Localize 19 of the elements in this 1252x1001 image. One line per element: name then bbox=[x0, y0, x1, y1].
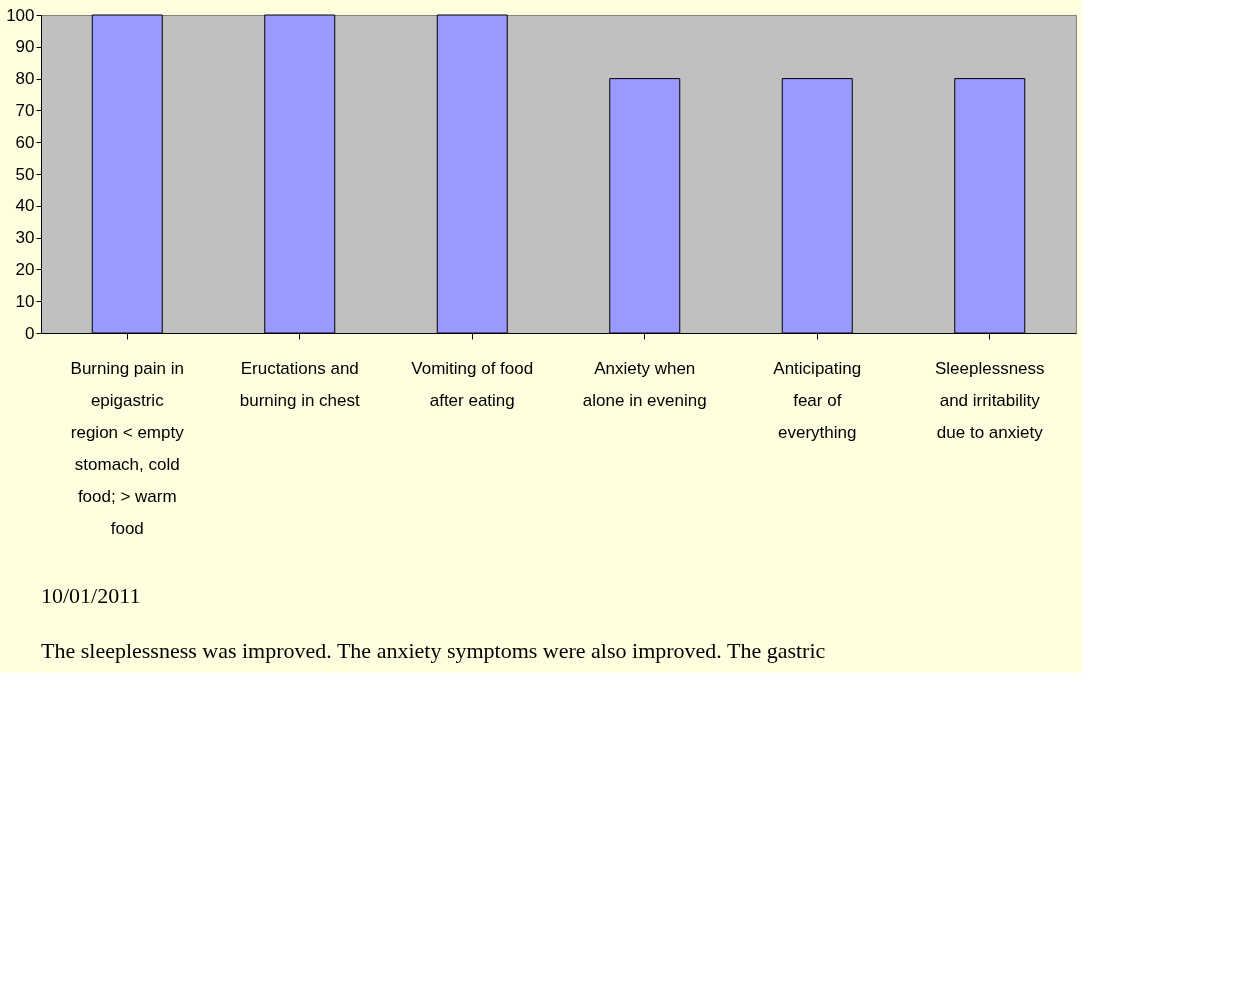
y-tick-label: 100 bbox=[6, 5, 35, 25]
text: The sleeplessness was improved. The anxiety symptoms were also improved. The gastric bbox=[41, 637, 826, 663]
x-tick-label: Burning pain in epigastric region < empty stomach, cold food; > warm food bbox=[70, 359, 185, 538]
x-tick-label: Vomiting of food after eating bbox=[411, 359, 534, 410]
x-tick-label: Anxiety when alone in evening bbox=[582, 359, 707, 410]
y-tick-label: 70 bbox=[15, 100, 35, 120]
y-tick-label: 40 bbox=[15, 196, 35, 216]
x-tick-label: Anticipating fear of everything bbox=[773, 359, 862, 442]
y-tick-label: 80 bbox=[15, 69, 35, 89]
y-tick-label: 50 bbox=[15, 164, 35, 184]
x-tick-label: Eructations and burning in chest bbox=[239, 359, 361, 410]
y-tick-label: 60 bbox=[15, 132, 35, 152]
y-tick-label: 0 bbox=[25, 323, 35, 343]
y-tick-label: 10 bbox=[15, 291, 35, 311]
x-tick-label: Sleeplessness and irritability due to anxiety bbox=[934, 359, 1045, 442]
y-tick-label: 30 bbox=[15, 228, 35, 248]
y-tick-label: 20 bbox=[15, 259, 35, 279]
text: 10/01/2011 bbox=[41, 582, 141, 608]
y-tick-label: 90 bbox=[15, 37, 35, 57]
